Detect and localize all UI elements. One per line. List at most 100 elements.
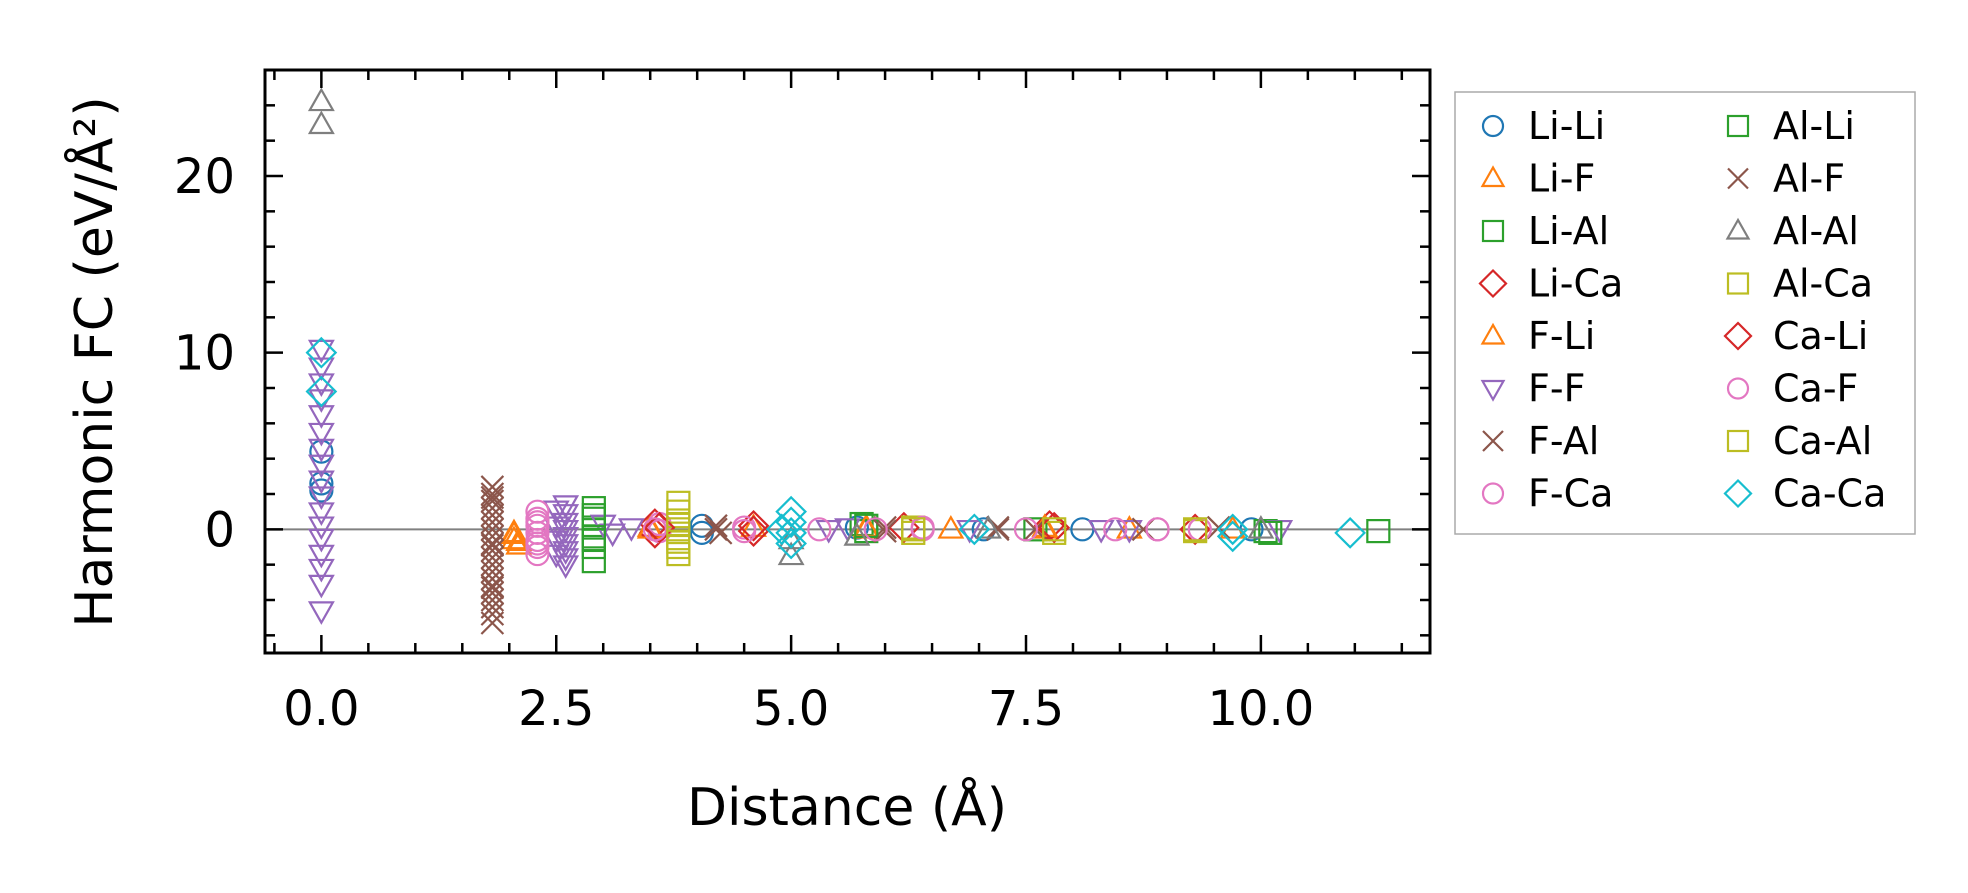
legend-label: Li-F bbox=[1528, 157, 1595, 201]
series-ca-al bbox=[666, 511, 1208, 554]
data-point bbox=[307, 422, 335, 447]
data-point bbox=[307, 470, 335, 495]
legend-marker bbox=[1727, 167, 1749, 190]
legend-item: Ca-Li bbox=[1723, 314, 1868, 358]
data-point bbox=[307, 339, 335, 364]
x-tick-label: 0.0 bbox=[283, 681, 359, 737]
tick-labels: 0.0 2.5 5.0 7.5 10.0 0 10 20 bbox=[174, 149, 1314, 737]
legend-label: F-Ca bbox=[1528, 472, 1613, 516]
legend-marker bbox=[1480, 322, 1506, 345]
data-point bbox=[307, 544, 335, 569]
x-axis-label: Distance (Å) bbox=[687, 776, 1007, 838]
series-f-al bbox=[480, 475, 1231, 635]
data-point bbox=[480, 575, 505, 600]
data-point bbox=[666, 511, 691, 537]
data-point bbox=[843, 522, 871, 546]
data-point bbox=[807, 517, 832, 542]
x-tick-label: 2.5 bbox=[518, 681, 594, 737]
y-tick-label: 0 bbox=[204, 502, 235, 558]
data-point bbox=[863, 517, 888, 542]
data-point bbox=[581, 549, 606, 574]
data-point bbox=[599, 523, 627, 548]
data-point bbox=[937, 515, 965, 539]
data-point bbox=[542, 544, 570, 569]
data-point bbox=[1115, 519, 1143, 544]
data-point bbox=[307, 438, 335, 463]
data-point bbox=[1023, 517, 1048, 542]
data-point bbox=[617, 518, 645, 542]
legend-marker bbox=[1726, 272, 1750, 295]
data-point bbox=[581, 527, 606, 553]
legend-marker bbox=[1726, 377, 1750, 400]
legend-item: Li-Li bbox=[1481, 104, 1605, 148]
series-li-al bbox=[581, 496, 1391, 574]
data-point bbox=[480, 533, 505, 558]
legend-label: Li-Ca bbox=[1528, 262, 1623, 306]
data-point bbox=[666, 529, 691, 554]
data-point bbox=[552, 548, 580, 572]
y-axis-label: Harmonic FC (eV/Å²) bbox=[63, 96, 125, 627]
legend-marker bbox=[1723, 321, 1753, 351]
data-point bbox=[307, 87, 335, 112]
legend-item: F-F bbox=[1480, 367, 1585, 411]
legend-marker bbox=[1478, 268, 1508, 299]
legend: Li-Li Li-F Li-Al Li-Ca F-Li F-F F-Al F-Ca Al-Li A… bbox=[1454, 91, 1916, 535]
data-point bbox=[307, 502, 335, 526]
data-point bbox=[581, 503, 606, 528]
data-point bbox=[552, 555, 580, 579]
legend-item: Ca-Al bbox=[1726, 419, 1872, 463]
x-tick-label: 10.0 bbox=[1207, 681, 1314, 737]
data-point bbox=[815, 519, 843, 544]
legend-label: F-Al bbox=[1528, 419, 1599, 463]
data-point bbox=[1179, 513, 1211, 546]
data-point bbox=[480, 611, 505, 635]
data-point bbox=[307, 516, 335, 541]
data-point bbox=[307, 357, 335, 382]
legend-item: Li-Ca bbox=[1478, 262, 1623, 306]
data-point bbox=[1216, 520, 1249, 553]
data-point bbox=[1334, 517, 1366, 549]
legend-label: Li-Al bbox=[1528, 209, 1609, 253]
legend-item: F-Li bbox=[1480, 314, 1595, 358]
data-point bbox=[1206, 515, 1231, 540]
data-point bbox=[775, 527, 807, 560]
legend-marker bbox=[1480, 165, 1506, 188]
legend-label: Ca-F bbox=[1773, 367, 1858, 411]
legend-marker bbox=[1726, 114, 1750, 138]
data-point bbox=[974, 515, 1002, 539]
legend-label: Al-Li bbox=[1773, 104, 1855, 148]
legend-marker bbox=[1723, 478, 1753, 509]
data-point bbox=[1013, 517, 1039, 542]
series-al-al bbox=[307, 87, 1275, 566]
data-point bbox=[505, 527, 533, 552]
legend-label: Ca-Li bbox=[1773, 314, 1868, 358]
legend-item: Al-F bbox=[1727, 157, 1845, 201]
data-point bbox=[552, 541, 580, 565]
data-point bbox=[737, 515, 770, 547]
data-point bbox=[1087, 519, 1115, 544]
legend-label: Ca-Ca bbox=[1773, 472, 1886, 516]
legend-item: Al-Al bbox=[1725, 209, 1859, 253]
legend-item: Al-Li bbox=[1726, 104, 1855, 148]
data-point bbox=[480, 485, 505, 510]
data-point bbox=[542, 500, 570, 525]
data-point bbox=[307, 558, 335, 583]
plot-frame bbox=[263, 68, 1432, 655]
data-point bbox=[542, 516, 570, 541]
series-ca-li bbox=[643, 511, 1071, 547]
legend-label: Ca-Al bbox=[1773, 419, 1872, 463]
data-point bbox=[775, 495, 807, 528]
data-point bbox=[666, 541, 691, 567]
data-point bbox=[1247, 515, 1275, 539]
legend-label: Li-Li bbox=[1528, 104, 1605, 148]
y-tick-label: 20 bbox=[174, 149, 235, 205]
legend-item: Ca-Ca bbox=[1723, 472, 1886, 516]
legend-item: Li-F bbox=[1480, 157, 1595, 201]
data-point bbox=[910, 515, 935, 540]
data-point bbox=[958, 513, 991, 546]
series-ca-f bbox=[525, 510, 1212, 556]
legend-item: F-Ca bbox=[1481, 472, 1613, 516]
data-point bbox=[552, 512, 580, 537]
data-point bbox=[307, 110, 335, 135]
